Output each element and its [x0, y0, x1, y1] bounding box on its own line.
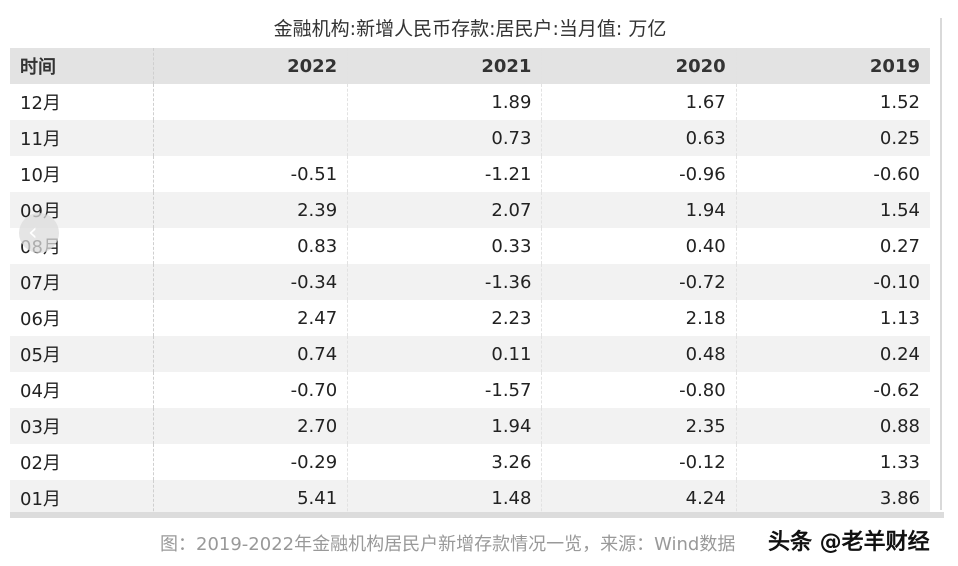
- table-cell: 2.35: [541, 408, 737, 444]
- table-cell: [153, 84, 349, 120]
- table-row: 10月 -0.51 -1.21 -0.96 -0.60: [10, 156, 930, 192]
- scrollbar-track[interactable]: [940, 18, 942, 510]
- table-cell: 1.52: [736, 84, 930, 120]
- table-cell: 0.40: [541, 228, 737, 264]
- table-cell: 1.89: [347, 84, 543, 120]
- table-cell: 0.11: [347, 336, 543, 372]
- table-header-row: 时间 2022 2021 2020 2019: [10, 48, 930, 84]
- row-label: 02月: [10, 444, 154, 480]
- header-time: 时间: [10, 48, 154, 84]
- row-label: 06月: [10, 300, 154, 336]
- table-cell: -0.80: [541, 372, 737, 408]
- table-row: 06月 2.47 2.23 2.18 1.13: [10, 300, 930, 336]
- data-table: 时间 2022 2021 2020 2019 12月 1.89 1.67 1.52 11…: [10, 48, 930, 516]
- table-cell: -0.62: [736, 372, 930, 408]
- table-cell: 0.73: [347, 120, 543, 156]
- table-cell: 3.86: [736, 480, 930, 516]
- chevron-left-icon: ‹: [28, 218, 38, 246]
- table-cell: -0.72: [541, 264, 737, 300]
- row-label: 01月: [10, 480, 154, 516]
- table-cell: 0.24: [736, 336, 930, 372]
- table-cell: -0.12: [541, 444, 737, 480]
- table-row: 05月 0.74 0.11 0.48 0.24: [10, 336, 930, 372]
- header-2021: 2021: [347, 48, 543, 84]
- row-label: 05月: [10, 336, 154, 372]
- row-label: 11月: [10, 120, 154, 156]
- table-cell: -0.96: [541, 156, 737, 192]
- table-row: 03月 2.70 1.94 2.35 0.88: [10, 408, 930, 444]
- table-cell: 0.63: [541, 120, 737, 156]
- table-cell: 0.74: [153, 336, 349, 372]
- table-row: 02月 -0.29 3.26 -0.12 1.33: [10, 444, 930, 480]
- table-cell: 2.18: [541, 300, 737, 336]
- header-2022: 2022: [153, 48, 349, 84]
- table-cell: 1.94: [541, 192, 737, 228]
- table-bottom-border: [10, 512, 944, 518]
- data-table-container: 时间 2022 2021 2020 2019 12月 1.89 1.67 1.52 11…: [10, 48, 930, 516]
- table-cell: 1.48: [347, 480, 543, 516]
- table-cell: -0.51: [153, 156, 349, 192]
- table-cell: 1.33: [736, 444, 930, 480]
- table-cell: 1.54: [736, 192, 930, 228]
- watermark-logo: 头条 @老羊财经: [768, 530, 930, 555]
- table-cell: -0.10: [736, 264, 930, 300]
- header-2019: 2019: [736, 48, 930, 84]
- table-row: 09月 2.39 2.07 1.94 1.54: [10, 192, 930, 228]
- table-cell: 2.23: [347, 300, 543, 336]
- table-row: 12月 1.89 1.67 1.52: [10, 84, 930, 120]
- table-cell: 0.27: [736, 228, 930, 264]
- table-cell: 0.33: [347, 228, 543, 264]
- table-cell: 1.13: [736, 300, 930, 336]
- table-row: 08月0.830.330.400.27: [10, 228, 930, 264]
- table-cell: 4.24: [541, 480, 737, 516]
- table-cell: 5.41: [153, 480, 349, 516]
- row-label: 07月: [10, 264, 154, 300]
- table-row: 04月 -0.70 -1.57 -0.80 -0.62: [10, 372, 930, 408]
- table-cell: -1.36: [347, 264, 543, 300]
- table-cell: 1.94: [347, 408, 543, 444]
- table-cell: [153, 120, 349, 156]
- row-label: 10月: [10, 156, 154, 192]
- table-cell: 2.47: [153, 300, 349, 336]
- table-cell: 0.48: [541, 336, 737, 372]
- table-title: 金融机构:新增人民币存款:居民户:当月值: 万亿: [273, 18, 667, 40]
- table-cell: 2.39: [153, 192, 349, 228]
- table-row: 11月 0.73 0.63 0.25: [10, 120, 930, 156]
- previous-button[interactable]: ‹: [19, 213, 59, 253]
- row-label: 12月: [10, 84, 154, 120]
- table-cell: 1.67: [541, 84, 737, 120]
- table-cell: 0.25: [736, 120, 930, 156]
- header-2020: 2020: [541, 48, 737, 84]
- table-cell: -0.29: [153, 444, 349, 480]
- table-cell: -1.57: [347, 372, 543, 408]
- figure-caption: 图：2019-2022年金融机构居民户新增存款情况一览，来源：Wind数据: [160, 534, 736, 555]
- row-label: 03月: [10, 408, 154, 444]
- table-cell: -0.70: [153, 372, 349, 408]
- table-row: 07月 -0.34 -1.36 -0.72 -0.10: [10, 264, 930, 300]
- row-label: 04月: [10, 372, 154, 408]
- table-cell: 0.88: [736, 408, 930, 444]
- table-cell: -0.34: [153, 264, 349, 300]
- table-row: 01月 5.41 1.48 4.24 3.86: [10, 480, 930, 516]
- table-cell: 2.07: [347, 192, 543, 228]
- table-cell: 3.26: [347, 444, 543, 480]
- table-cell: -1.21: [347, 156, 543, 192]
- table-body: 12月 1.89 1.67 1.52 11月 0.73 0.63 0.25 10月 -0.51 -1…: [10, 84, 930, 516]
- table-cell: -0.60: [736, 156, 930, 192]
- table-cell: 0.83: [153, 228, 349, 264]
- table-cell: 2.70: [153, 408, 349, 444]
